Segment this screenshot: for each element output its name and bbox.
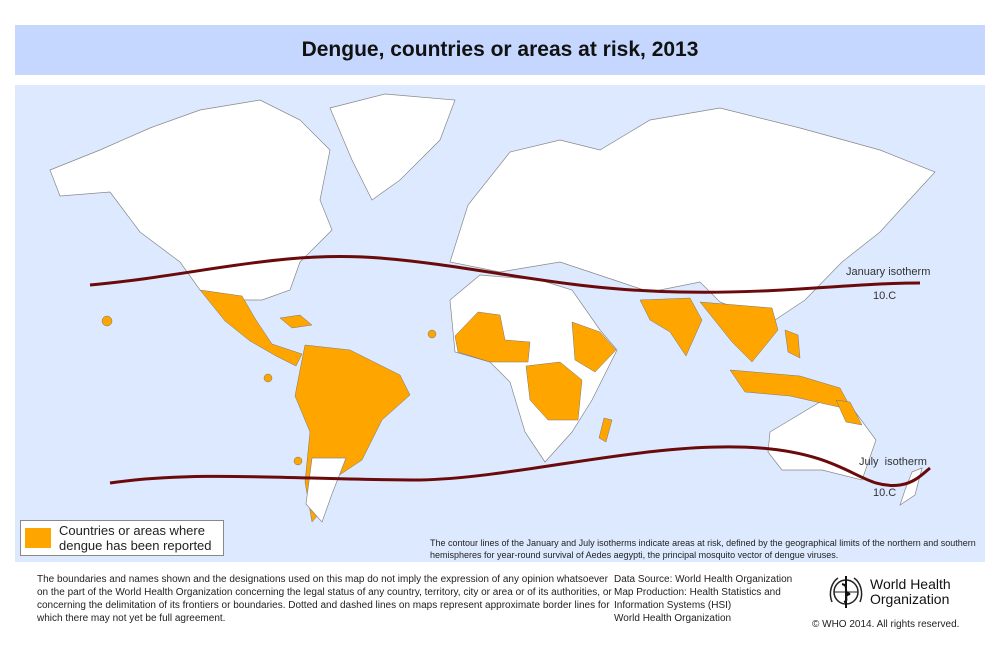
legend-text-line2: dengue has been reported <box>59 538 212 553</box>
southern-cone <box>305 457 347 523</box>
risk-central-africa <box>525 361 583 421</box>
source-line: Map Production: Health Statistics and <box>614 587 781 598</box>
risk-south-asia <box>639 297 703 357</box>
risk-queensland <box>835 399 863 426</box>
risk-indonesia <box>729 369 853 411</box>
risk-southeast-asia <box>699 301 779 363</box>
title-bar: Dengue, countries or areas at risk, 2013 <box>15 25 985 75</box>
july-isotherm-value: 10.C <box>873 487 897 499</box>
january-isotherm-label: January isotherm <box>846 266 931 278</box>
risk-galapagos <box>263 373 273 383</box>
north-america <box>49 99 333 301</box>
legend-text-line1: Countries or areas where <box>59 523 205 538</box>
disclaimer: The boundaries and names shown and the d… <box>37 574 612 624</box>
january-isotherm-value: 10.C <box>873 290 897 302</box>
map-title: Dengue, countries or areas at risk, 2013 <box>301 38 699 61</box>
risk-hawaii <box>101 315 113 327</box>
who-name-line1: World Health <box>870 576 951 592</box>
australia <box>767 401 877 481</box>
risk-caribbean <box>279 314 313 329</box>
risk-cape-verde <box>427 329 437 339</box>
who-emblem-icon <box>829 576 863 608</box>
new-zealand <box>899 467 923 506</box>
copyright: © WHO 2014. All rights reserved. <box>812 619 960 630</box>
risk-madagascar <box>598 417 613 443</box>
source-line: Data Source: World Health Organization <box>614 574 793 585</box>
source-line: Information Systems (HSI) <box>614 600 732 611</box>
risk-east-africa <box>571 321 617 373</box>
january-isotherm-line <box>89 254 921 294</box>
july-isotherm-line <box>109 445 931 487</box>
risk-philippines <box>784 329 801 359</box>
risk-west-africa <box>454 311 531 363</box>
data-source: Data Source: World Health Organization M… <box>614 573 792 625</box>
eurasia <box>449 107 936 323</box>
isotherm-note: The contour lines of the January and Jul… <box>430 538 976 560</box>
greenland <box>329 93 456 201</box>
risk-easter-island <box>293 456 303 466</box>
risk-central-america <box>199 289 303 367</box>
legend: Countries or areas where dengue has been… <box>20 520 224 556</box>
legend-swatch <box>25 528 51 548</box>
who-name-line2: Organization <box>870 591 950 607</box>
who-logo: World Health Organization <box>826 572 951 612</box>
source-line: World Health Organization <box>614 613 732 624</box>
july-isotherm-label: July isotherm <box>859 456 927 468</box>
